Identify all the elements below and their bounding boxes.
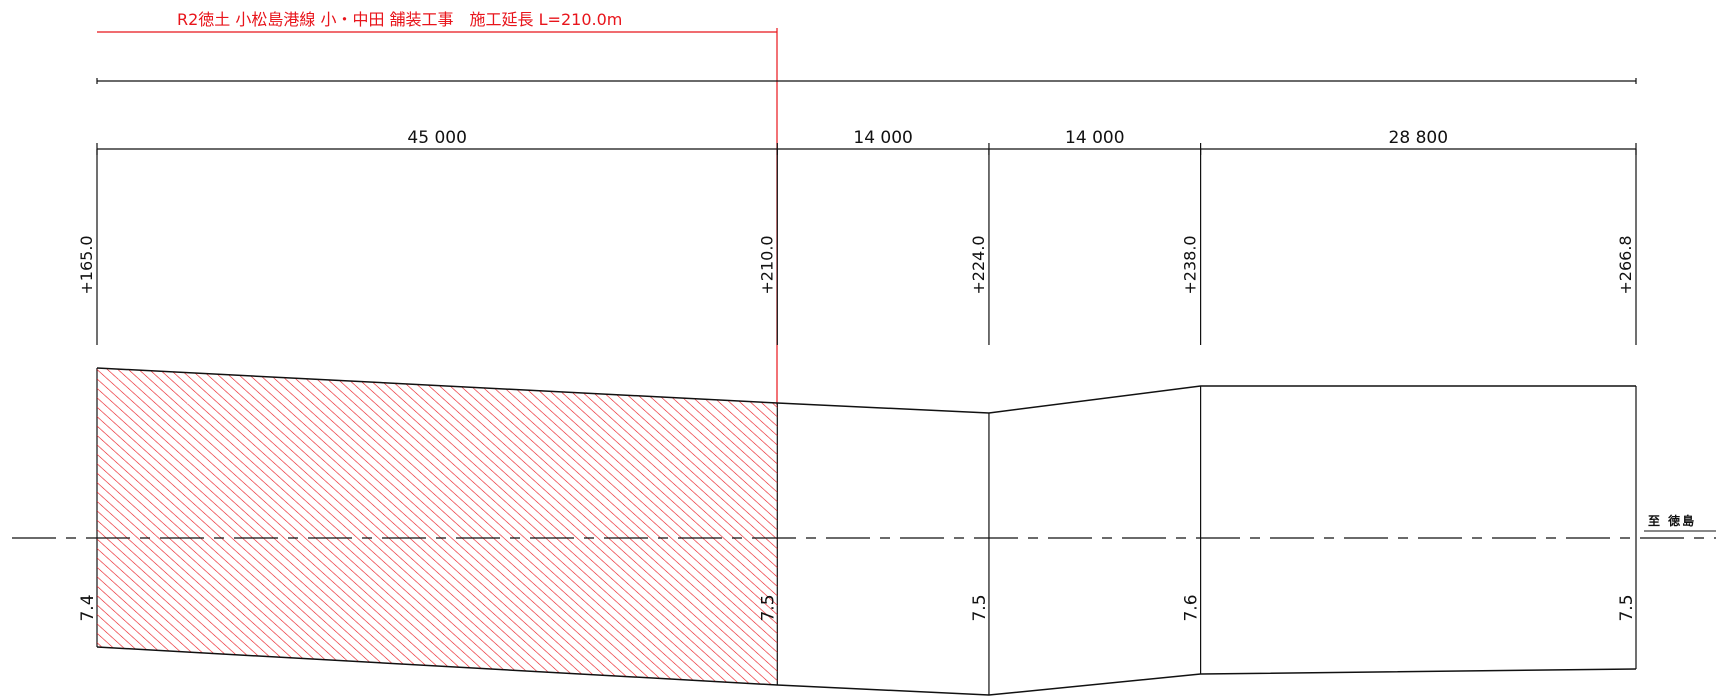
construction-area-hatch	[97, 368, 778, 685]
construction-length-label: R2徳土 小松島港線 小・中田 舗装工事 施工延長 L=210.0m	[177, 10, 622, 29]
road-width-label: 7.5	[970, 594, 990, 621]
road-bottom-edge	[96, 646, 1637, 696]
station-label: +165.0	[77, 235, 96, 294]
station-label: +210.0	[757, 235, 776, 294]
direction-label: 至 徳島	[1648, 513, 1696, 528]
road-width-label: 7.4	[78, 594, 98, 621]
station-label: +224.0	[969, 235, 988, 294]
dimension-label: 14 000	[1065, 128, 1124, 148]
road-width-label: 7.5	[758, 594, 778, 621]
station-label: +238.0	[1181, 235, 1200, 294]
road-width-label: 7.5	[1617, 594, 1637, 621]
dimension-label: 14 000	[853, 128, 912, 148]
road-top-edge	[96, 367, 1636, 414]
dimension-label: 28 800	[1389, 128, 1448, 148]
station-label: +266.8	[1616, 235, 1635, 294]
dimension-label: 45 000	[407, 128, 466, 148]
road-width-label: 7.6	[1182, 594, 1202, 621]
